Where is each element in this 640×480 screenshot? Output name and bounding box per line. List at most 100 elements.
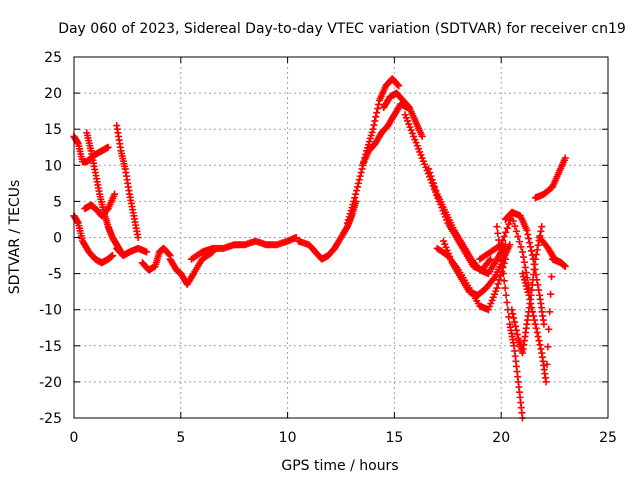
data-point-arc-g [165, 251, 173, 259]
data-point-arc-c [108, 252, 116, 260]
y-tick-label: -25 [39, 411, 62, 427]
data-point-arc-n [487, 255, 495, 263]
data-point-arc-x [511, 222, 519, 230]
data-point-arc-r [501, 284, 509, 292]
data-point-arc-x [519, 248, 527, 256]
data-point-arc-o [426, 169, 434, 177]
x-tick-label: 20 [492, 430, 510, 446]
x-tick-label: 15 [385, 430, 403, 446]
x-tick-label: 0 [70, 430, 79, 446]
data-point-arc-q [493, 284, 501, 292]
y-tick-label: -20 [39, 375, 62, 391]
data-point-arc-u [545, 325, 553, 333]
data-point-arc-x [499, 237, 507, 245]
data-point-arc-k [355, 176, 363, 184]
data-point-arc-t [512, 322, 520, 330]
data-point-arc-x [505, 220, 513, 228]
data-point-arc-k [394, 81, 402, 89]
data-point-arc-t [531, 255, 539, 263]
data-point-arc-o [425, 165, 433, 173]
data-point-arc-u [528, 304, 536, 312]
data-point-arc-u [542, 378, 550, 386]
data-point-arc-x [525, 284, 533, 292]
data-point-arc-o [427, 172, 435, 180]
y-tick-label: -15 [39, 339, 62, 355]
data-point-arc-t [532, 251, 540, 259]
data-point-arc-s [526, 243, 534, 251]
data-point-arc-s [523, 226, 531, 234]
data-point-arc-q [495, 276, 503, 284]
data-point-arc-t [512, 326, 520, 334]
data-point-arc-k [372, 113, 380, 121]
data-point-arc-t [538, 223, 546, 231]
data-point-arc-k [369, 125, 377, 133]
data-point-arc-u [529, 308, 537, 316]
data-point-arc-u [525, 291, 533, 299]
data-point-arc-s [527, 247, 535, 255]
data-point-arc-q [494, 280, 502, 288]
data-point-arc-o [432, 187, 440, 195]
data-point-arc-k [375, 100, 383, 108]
data-point-arc-o [431, 183, 439, 191]
y-tick-label: -5 [48, 267, 62, 283]
data-points [70, 75, 569, 422]
data-point-arc-x [519, 253, 527, 261]
data-point-arc-x [508, 212, 516, 220]
y-tick-label: 15 [44, 122, 62, 138]
data-point-arc-r [503, 298, 511, 306]
data-point-arc-x [497, 241, 505, 249]
data-point-arc-r [505, 313, 513, 321]
data-point-arc-m [418, 132, 426, 140]
data-point-arc-r [497, 249, 505, 257]
data-point-arc-v [561, 154, 569, 162]
data-point-arc-k [353, 183, 361, 191]
y-axis-label: SDTVAR / TECUs [7, 180, 23, 295]
data-point-arc-u [534, 333, 542, 341]
data-point-arc-k [357, 169, 365, 177]
data-point-arc-e [134, 234, 142, 241]
data-point-arc-x [522, 269, 530, 277]
data-point-arc-x [516, 238, 524, 246]
data-point-arc-k [371, 117, 379, 125]
data-point-arc-w [561, 262, 569, 270]
axis-ticks: 0 5 10 15 20 25 -25 -20 -15 -10 -5 0 5 10 15 20 25 [39, 50, 617, 446]
x-tick-label: 10 [279, 430, 297, 446]
data-point-arc-t [510, 314, 518, 322]
data-point-arc-r [500, 277, 508, 285]
data-point-arc-u [535, 337, 543, 345]
data-point-arc-x [520, 258, 528, 266]
data-point-arc-o [428, 176, 436, 184]
data-point-arc-k [354, 179, 362, 187]
data-point-arc-u [530, 312, 538, 320]
data-point-arc-x [496, 242, 504, 250]
y-tick-label: 25 [44, 50, 62, 66]
data-point-arc-x [523, 274, 531, 282]
data-point-arc-x [503, 224, 511, 232]
data-point-arc-u [547, 290, 555, 298]
data-point-arc-u [537, 345, 545, 353]
data-point-arc-u [544, 343, 552, 351]
data-point-arc-p [506, 241, 514, 249]
data-point-arc-x [512, 227, 520, 235]
x-tick-label: 25 [599, 430, 617, 446]
data-point-arc-u [546, 308, 554, 316]
data-point-arc-a [104, 143, 112, 151]
data-point-arc-k [353, 187, 361, 195]
data-point-arc-x [500, 232, 508, 240]
data-point-arc-u [536, 341, 544, 349]
data-point-arc-s [525, 235, 533, 243]
data-point-arc-u [548, 273, 556, 281]
data-point-arc-k [356, 172, 364, 180]
data-point-arc-u [543, 360, 551, 368]
data-point-arc-r [494, 229, 502, 237]
data-point-arc-k [370, 121, 378, 129]
data-point-arc-o [429, 179, 437, 187]
data-point-arc-s [535, 286, 543, 294]
data-point-arc-k [350, 197, 358, 205]
data-point-arc-r [493, 223, 501, 231]
data-point-arc-x [514, 232, 522, 240]
data-point-arc-u [531, 320, 539, 328]
y-tick-label: 10 [44, 158, 62, 174]
data-point-arc-x [521, 263, 529, 271]
data-point-arc-u [532, 324, 540, 332]
